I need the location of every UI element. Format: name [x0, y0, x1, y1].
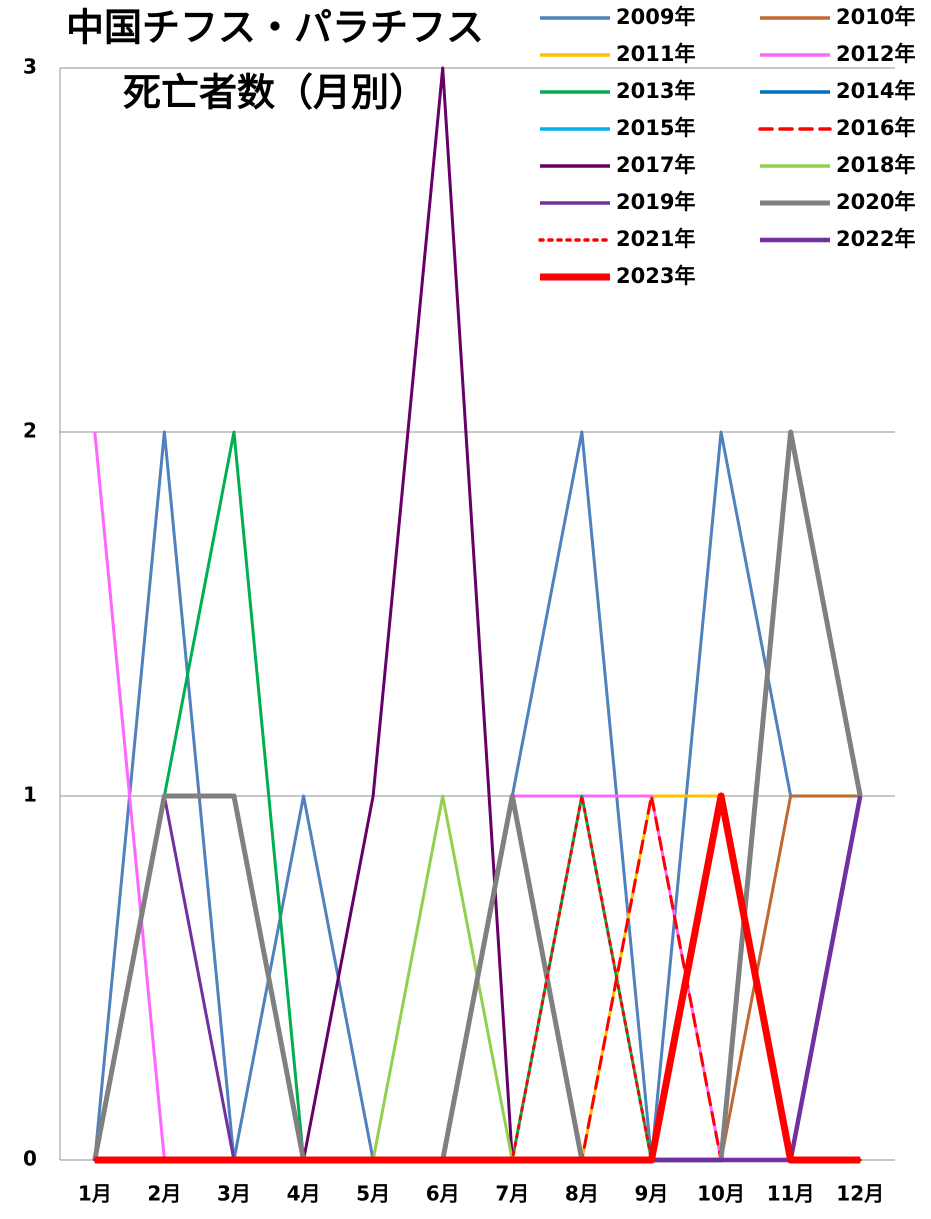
series-line	[94, 792, 861, 1164]
x-tick-label: 11月	[767, 1182, 815, 1206]
legend-label: 2015年	[616, 116, 695, 140]
chart-title: 死亡者数（月別）	[123, 71, 427, 115]
x-tick-label: 5月	[356, 1182, 390, 1206]
series-line	[92, 429, 863, 1163]
x-tick-label: 6月	[426, 1182, 460, 1206]
y-tick-label: 3	[23, 55, 37, 79]
x-tick-label: 3月	[217, 1182, 251, 1206]
legend-label: 2021年	[616, 227, 695, 251]
legend-label: 2023年	[616, 264, 695, 288]
x-tick-label: 10月	[697, 1182, 745, 1206]
y-tick-label: 2	[23, 419, 37, 443]
legend-label: 2018年	[836, 153, 915, 177]
x-tick-label: 1月	[78, 1182, 112, 1206]
chart-title: 中国チフス・パラチフス	[66, 6, 484, 50]
x-tick-label: 12月	[836, 1182, 884, 1206]
legend-label: 2019年	[616, 190, 695, 214]
plot-area	[59, 66, 895, 1164]
legend-label: 2014年	[836, 79, 915, 103]
legend-label: 2016年	[836, 116, 915, 140]
x-tick-label: 9月	[634, 1182, 668, 1206]
legend-label: 2017年	[616, 153, 695, 177]
x-tick-label: 8月	[565, 1182, 599, 1206]
y-tick-label: 1	[23, 783, 37, 807]
legend-label: 2020年	[836, 190, 915, 214]
legend-label: 2013年	[616, 79, 695, 103]
series-line	[94, 66, 861, 1162]
y-tick-label: 0	[23, 1147, 37, 1171]
x-tick-label: 7月	[495, 1182, 529, 1206]
legend-label: 2012年	[836, 42, 915, 66]
legend-label: 2022年	[836, 227, 915, 251]
x-tick-label: 2月	[147, 1182, 181, 1206]
legend-label: 2011年	[616, 42, 695, 66]
x-tick-label: 4月	[287, 1182, 321, 1206]
legend-label: 2010年	[836, 5, 915, 29]
legend-label: 2009年	[616, 5, 695, 29]
